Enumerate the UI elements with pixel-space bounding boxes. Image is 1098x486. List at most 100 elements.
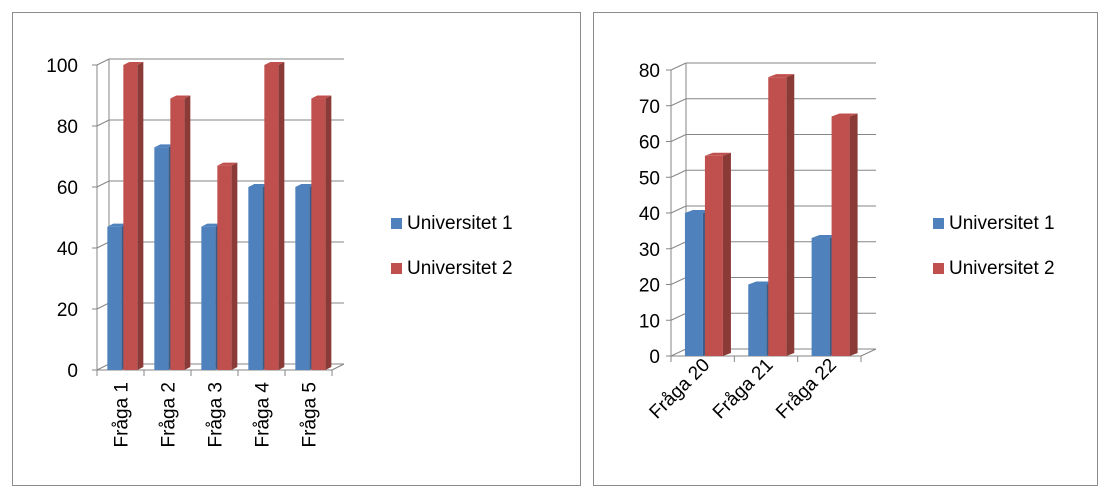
bar-2-1 (704, 152, 731, 356)
gridline-depth (670, 241, 687, 250)
x-tick-label: Fråga 5 (300, 382, 321, 447)
bar-top (123, 62, 144, 65)
x-tick-label: Fråga 21 (709, 355, 778, 424)
y-tick-label: 70 (639, 97, 660, 118)
bar-front (170, 98, 185, 371)
y-tick-label: 0 (649, 347, 660, 368)
bar-2-1 (123, 62, 144, 370)
gridline-depth (670, 312, 687, 321)
x-tick-label: Fråga 3 (206, 382, 227, 447)
bar-top (768, 74, 795, 78)
bar-top (295, 184, 316, 187)
y-tick-label: 100 (46, 56, 78, 77)
y-tick-label: 80 (57, 117, 78, 138)
gridline-depth (96, 58, 110, 66)
bars (107, 62, 332, 371)
bar-front (748, 284, 767, 356)
legend-swatch (933, 263, 944, 274)
x-tick-label: Fråga 4 (253, 382, 274, 448)
floor-edge (331, 363, 345, 371)
bar-2-5 (311, 95, 332, 371)
x-tick-label: Fråga 22 (772, 355, 841, 424)
gridline-depth (670, 348, 687, 357)
bar-2-3 (831, 113, 858, 356)
y-tick-label: 30 (639, 240, 660, 261)
bar-side (786, 74, 795, 357)
legend: Universitet 1 Universitet 2 (933, 213, 1055, 279)
gridline-depth (96, 241, 110, 249)
bar-top (264, 62, 285, 65)
bar-front (201, 226, 216, 370)
bar-side (722, 152, 731, 356)
bar-front (704, 155, 723, 356)
bar-top (201, 223, 222, 227)
bar-side (231, 162, 238, 370)
bars (684, 74, 858, 357)
floor-edge (860, 348, 877, 357)
bar-top (684, 210, 711, 213)
bar-front (811, 238, 830, 356)
gridline-depth (96, 180, 110, 188)
bar-top (811, 235, 838, 239)
legend-label: Universitet 1 (949, 213, 1055, 234)
bar-2-4 (264, 62, 285, 370)
legend-label: Universitet 1 (407, 213, 513, 234)
bar-2-2 (768, 74, 795, 357)
bar-side (137, 62, 144, 370)
bar-top (831, 113, 858, 117)
chart-1: 0 20 40 60 80 100 Fråga 1 Fråga 2 Fråga 3 Fråga 4… (46, 56, 512, 447)
bar-top (217, 162, 238, 166)
y-tick-label: 50 (639, 168, 660, 189)
gridline-depth (670, 134, 687, 142)
bar-top (107, 223, 128, 227)
legend-label: Universitet 2 (407, 258, 513, 279)
bar-front (123, 65, 138, 370)
bar-top (311, 95, 332, 99)
gridline-depth (670, 205, 687, 214)
y-tick-label: 10 (639, 311, 660, 332)
bar-top (748, 281, 775, 285)
bar-2-2 (170, 95, 191, 371)
bar-side (278, 62, 285, 370)
bar-top (154, 144, 175, 148)
y-tick-label: 60 (57, 178, 78, 199)
bar-front (217, 165, 232, 370)
legend-swatch (391, 218, 402, 229)
x-tick-label: Fråga 1 (112, 382, 133, 447)
bar-2-3 (217, 162, 238, 370)
bar-side (325, 95, 332, 371)
y-tick-label: 20 (57, 300, 78, 321)
bar-front (684, 213, 703, 356)
y-tick-label: 40 (639, 204, 660, 225)
bar-top (248, 184, 269, 187)
y-tick-label: 20 (639, 276, 660, 297)
bar-front (295, 187, 310, 370)
gridline-depth (670, 98, 687, 107)
gridline-depth (96, 302, 110, 310)
legend-swatch (391, 263, 402, 274)
legend: Universitet 1 Universitet 2 (391, 213, 513, 279)
bar-front (768, 77, 787, 357)
bar-top (704, 152, 731, 156)
y-tick-label: 0 (67, 361, 78, 382)
y-tick-label: 80 (639, 61, 660, 82)
y-tick-label: 40 (57, 239, 78, 260)
bar-front (248, 187, 263, 370)
gridline-depth (670, 62, 687, 71)
legend-label: Universitet 2 (949, 258, 1055, 279)
bar-front (107, 226, 122, 370)
bar-side (849, 113, 858, 356)
legend-swatch (933, 218, 944, 229)
bar-side (184, 95, 191, 371)
gridline-depth (96, 363, 110, 371)
gridline-depth (670, 169, 687, 178)
bar-front (831, 116, 850, 356)
x-tick-label: Fråga 2 (159, 382, 180, 447)
bar-front (311, 98, 326, 371)
bar-front (264, 65, 279, 370)
y-tick-label: 60 (639, 133, 660, 154)
bar-top (170, 95, 191, 99)
bar-front (154, 147, 169, 370)
